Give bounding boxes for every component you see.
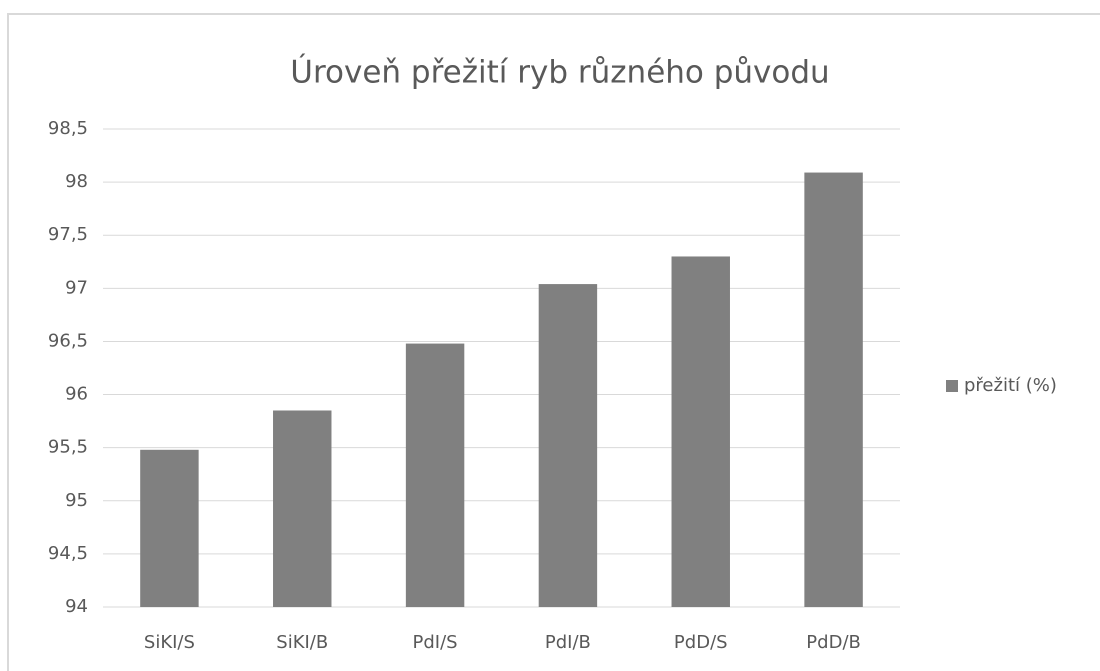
- y-tick-label: 98: [65, 171, 88, 192]
- bar: [671, 256, 730, 607]
- x-tick-label: PdD/B: [806, 632, 861, 653]
- y-tick-label: 96,5: [48, 330, 88, 351]
- bar: [538, 284, 598, 607]
- y-tick-label: 96: [65, 384, 88, 405]
- x-tick-label: SiKI/B: [276, 632, 328, 653]
- x-tick-label: PdI/S: [413, 632, 458, 653]
- x-tick-label: PdD/S: [674, 632, 728, 653]
- y-tick-label: 98,5: [48, 118, 88, 139]
- y-tick-label: 97,5: [48, 224, 88, 245]
- x-tick-label: SiKI/S: [144, 632, 195, 653]
- y-tick-label: 95: [65, 490, 88, 511]
- y-tick-label: 95,5: [48, 437, 88, 458]
- legend-label: přežití (%): [964, 375, 1057, 396]
- x-tick-label: PdI/B: [545, 632, 591, 653]
- bar: [273, 410, 332, 607]
- y-tick-label: 94: [65, 596, 88, 617]
- y-tick-label: 97: [65, 277, 88, 298]
- y-tick-label: 94,5: [48, 543, 88, 564]
- legend-swatch: [946, 380, 958, 392]
- bar: [140, 449, 199, 607]
- bar: [405, 343, 465, 607]
- chart-title: Úroveň přežití ryb různého původu: [290, 54, 829, 91]
- bar: [804, 172, 863, 607]
